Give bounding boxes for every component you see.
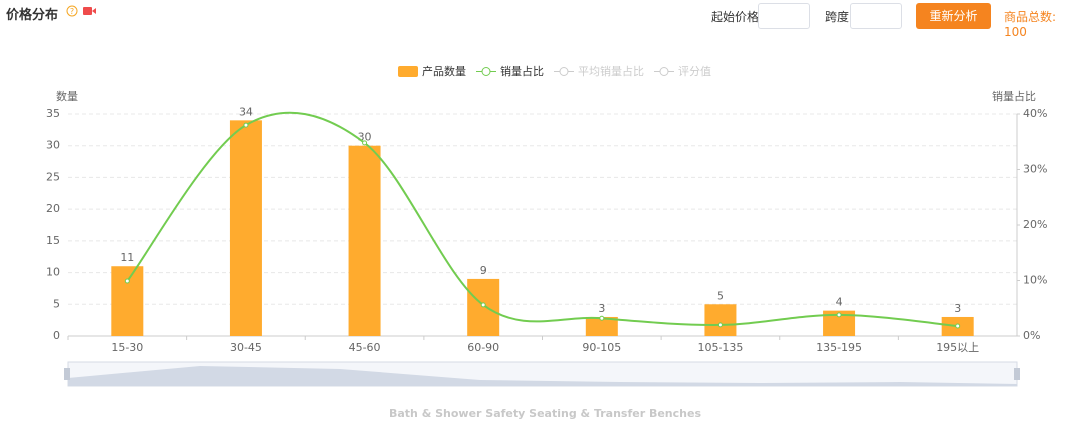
- legend-label: 产品数量: [422, 64, 466, 78]
- bar: [585, 316, 618, 336]
- y2-tick-label: 0%: [1023, 329, 1040, 342]
- bar: [229, 120, 262, 336]
- y-tick-label: 20: [46, 202, 60, 215]
- zoom-preview: [68, 366, 1017, 386]
- x-tick-label: 45-60: [349, 341, 381, 354]
- chart-footer: Bath & Shower Safety Seating & Transfer …: [389, 407, 701, 420]
- section-title: 价格分布: [6, 8, 59, 23]
- value-label: 34: [239, 105, 253, 118]
- y-tick-label: 35: [46, 107, 60, 120]
- line-point: [955, 323, 961, 329]
- reanalyze-button[interactable]: 重新分析: [916, 3, 991, 29]
- step-label: 跨度: [825, 10, 850, 24]
- x-tick-label: 30-45: [230, 341, 262, 354]
- value-label: 5: [717, 289, 724, 302]
- value-label: 9: [480, 264, 487, 277]
- line-point: [124, 278, 130, 284]
- y-tick-label: 30: [46, 139, 60, 152]
- zoom-handle[interactable]: [64, 368, 70, 380]
- y-tick-label: 5: [53, 297, 60, 310]
- x-tick-label: 105-135: [697, 341, 743, 354]
- step-input[interactable]: [850, 3, 902, 29]
- y-axis-label: 数量: [56, 90, 78, 103]
- value-label: 11: [120, 251, 134, 264]
- line-point: [836, 312, 842, 318]
- start-price-label: 起始价格: [711, 10, 760, 24]
- legend-label: 平均销量占比: [578, 64, 644, 78]
- y2-tick-label: 20%: [1023, 218, 1047, 231]
- value-label: 4: [836, 296, 843, 309]
- total-count: 商品总数: 100: [1004, 10, 1057, 39]
- legend-swatch: [481, 67, 491, 76]
- x-tick-label: 90-105: [582, 341, 621, 354]
- line-point: [480, 302, 486, 308]
- x-tick-label: 195以上: [936, 341, 979, 354]
- value-label: 3: [954, 302, 961, 315]
- line-point: [362, 140, 368, 146]
- x-tick-label: 15-30: [111, 341, 143, 354]
- x-tick-label: 60-90: [467, 341, 499, 354]
- legend-swatch: [559, 67, 569, 76]
- title-icons: ?: [66, 5, 96, 17]
- bar: [348, 145, 381, 336]
- x-tick-label: 135-195: [816, 341, 862, 354]
- button-label: 重新分析: [929, 9, 978, 23]
- y2-tick-label: 40%: [1023, 107, 1047, 120]
- legend-swatch: [659, 67, 669, 76]
- zoom-handle[interactable]: [1014, 368, 1020, 380]
- legend-label: 评分值: [678, 65, 711, 78]
- y-tick-label: 15: [46, 234, 60, 247]
- bar: [704, 304, 737, 336]
- start-price-input[interactable]: [758, 3, 810, 29]
- svg-text:?: ?: [70, 7, 74, 16]
- y2-tick-label: 30%: [1023, 163, 1047, 176]
- line-point: [243, 122, 249, 128]
- y2-axis-label: 销量占比: [992, 89, 1036, 103]
- y2-tick-label: 10%: [1023, 274, 1047, 287]
- line-point: [599, 315, 605, 321]
- line-point: [717, 322, 723, 328]
- bar: [111, 266, 144, 336]
- y-tick-label: 0: [53, 329, 60, 342]
- legend-swatch: [398, 66, 418, 77]
- value-label: 3: [598, 302, 605, 315]
- legend-label: 销量占比: [500, 64, 544, 78]
- bar: [467, 278, 500, 336]
- y-tick-label: 25: [46, 170, 60, 183]
- y-tick-label: 10: [46, 266, 60, 279]
